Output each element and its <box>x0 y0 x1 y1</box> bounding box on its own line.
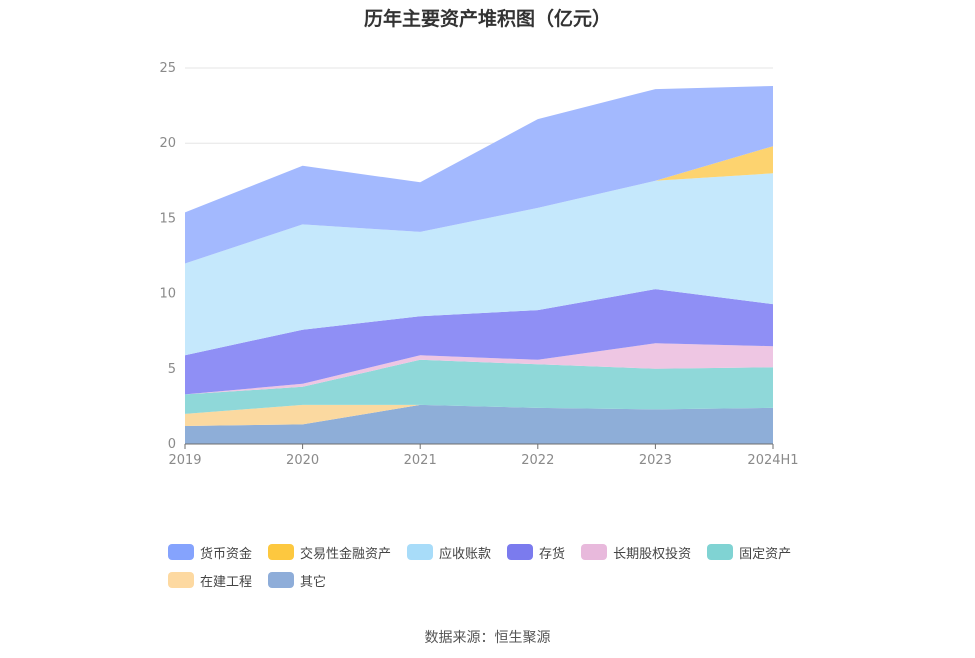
area-5 <box>185 173 773 356</box>
area-4 <box>185 289 773 395</box>
area-0 <box>185 404 773 444</box>
y-tick-label: 20 <box>159 136 176 151</box>
x-tick-label: 2021 <box>404 453 437 468</box>
x-tick-label: 2024H1 <box>747 453 798 468</box>
legend-item[interactable]: 其它 <box>268 570 326 590</box>
area-3 <box>185 343 773 395</box>
legend-item[interactable]: 交易性金融资产 <box>268 542 391 562</box>
legend-label: 货币资金 <box>200 546 253 562</box>
legend-item[interactable]: 存货 <box>507 542 565 562</box>
legend-item[interactable]: 货币资金 <box>168 542 252 562</box>
source-note: 数据来源：恒生聚源 <box>424 630 551 646</box>
area-2 <box>185 359 773 414</box>
legend-item[interactable]: 长期股权投资 <box>581 542 691 562</box>
x-tick-label: 2023 <box>639 453 672 468</box>
legend-item[interactable]: 应收账款 <box>407 542 491 562</box>
x-tick-label: 2020 <box>286 453 319 468</box>
y-tick-label: 15 <box>159 211 176 226</box>
area-1 <box>185 404 773 426</box>
area-7 <box>185 86 773 264</box>
legend-swatch <box>168 572 194 588</box>
x-tick-label: 2022 <box>521 453 554 468</box>
legend-swatch <box>168 544 194 560</box>
legend-item[interactable]: 在建工程 <box>168 570 252 590</box>
legend-label: 交易性金融资产 <box>300 546 392 562</box>
legend-item[interactable]: 固定资产 <box>707 542 791 562</box>
legend-label: 应收账款 <box>439 546 492 562</box>
y-tick-label: 5 <box>168 362 176 377</box>
y-tick-label: 25 <box>159 61 176 76</box>
legend-swatch <box>507 544 534 560</box>
y-tick-label: 0 <box>168 437 176 452</box>
legend-swatch <box>407 544 434 560</box>
legend-swatch <box>268 572 295 588</box>
legend: 货币资金 交易性金融资产 应收账款 存货 长期股权投资 固定资产在建工程 其它 <box>168 542 828 590</box>
legend-label: 其它 <box>300 574 327 590</box>
legend-swatch <box>268 544 295 560</box>
legend-label: 固定资产 <box>739 546 792 562</box>
area-series <box>185 86 773 444</box>
chart-title: 历年主要资产堆积图（亿元） <box>363 8 611 30</box>
legend-label: 长期股权投资 <box>613 546 692 562</box>
legend-label: 存货 <box>539 546 566 562</box>
y-tick-label: 10 <box>159 287 176 302</box>
x-tick-label: 2019 <box>168 453 201 468</box>
legend-swatch <box>581 544 608 560</box>
legend-swatch <box>707 544 734 560</box>
legend-label: 在建工程 <box>200 574 253 590</box>
axes: 0 5 10 15 20 25 2019 2020 2021 2022 2023 2024H1 <box>159 61 798 468</box>
